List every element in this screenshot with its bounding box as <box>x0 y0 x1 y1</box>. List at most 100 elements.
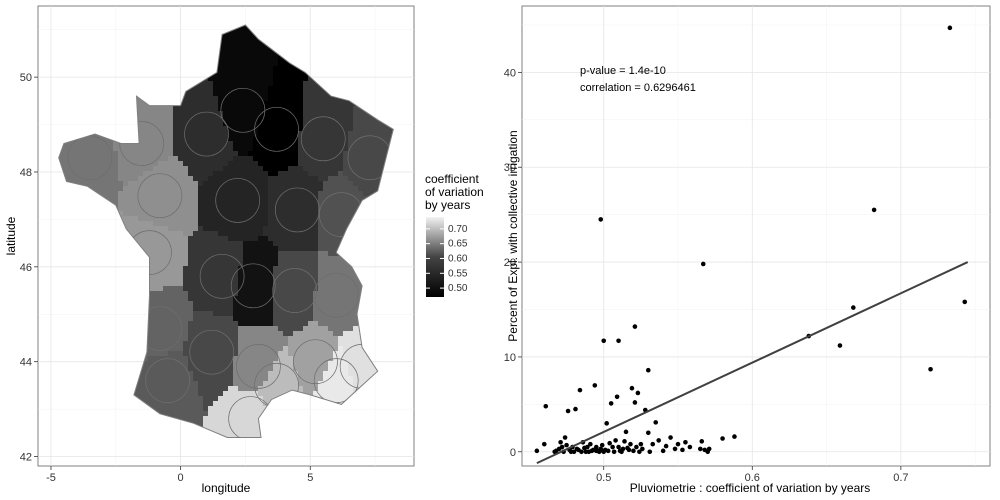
map-region-cell <box>183 251 189 257</box>
map-region-cell <box>263 236 269 242</box>
map-region-cell <box>203 181 209 187</box>
map-region-cell <box>238 361 244 367</box>
map-region-cell <box>233 86 239 92</box>
map-region-cell <box>273 181 279 187</box>
map-region-cell <box>183 131 189 137</box>
map-region-cell <box>288 96 294 102</box>
map-region-cell <box>263 121 269 127</box>
map-region-cell <box>233 366 239 372</box>
map-region-cell <box>273 111 279 117</box>
map-region-cell <box>198 136 204 142</box>
map-region-cell <box>148 201 154 207</box>
map-region-cell <box>223 381 229 387</box>
map-region-cell <box>243 361 249 367</box>
map-region-cell <box>158 151 164 157</box>
map-region-cell <box>143 201 149 207</box>
map-region-cell <box>263 46 269 52</box>
map-region-cell <box>228 96 234 102</box>
map-region-cell <box>158 241 164 247</box>
map-region-cell <box>158 121 164 127</box>
map-region-cell <box>198 296 204 302</box>
map-region-cell <box>298 161 304 167</box>
map-region-cell <box>188 406 194 412</box>
map-region-cell <box>143 126 149 132</box>
map-region-cell <box>278 196 284 202</box>
map-region-cell <box>288 76 294 82</box>
map-region-cell <box>243 281 249 287</box>
map-region-cell <box>273 286 279 292</box>
map-region-cell <box>218 221 224 227</box>
map-region-cell <box>263 341 269 347</box>
map-region-cell <box>253 46 259 52</box>
map-region-cell <box>173 161 179 167</box>
map-region-cell <box>173 176 179 182</box>
map-region-cell <box>98 156 104 162</box>
map-region-cell <box>148 261 154 267</box>
map-region-cell <box>158 196 164 202</box>
map-region-cell <box>298 356 304 362</box>
map-region-cell <box>243 121 249 127</box>
map-region-cell <box>238 31 244 37</box>
map-region-cell <box>268 106 274 112</box>
map-region-cell <box>203 296 209 302</box>
map-region-cell <box>223 286 229 292</box>
map-region-cell <box>258 96 264 102</box>
map-region-cell <box>178 111 184 117</box>
map-region-cell <box>283 96 289 102</box>
map-region-cell <box>153 196 159 202</box>
map-region-cell <box>268 301 274 307</box>
map-region-cell <box>178 156 184 162</box>
map-region-cell <box>283 176 289 182</box>
map-region-cell <box>113 201 119 207</box>
map-region-cell <box>218 391 224 397</box>
map-region-cell <box>218 46 224 52</box>
map-region-cell <box>183 351 189 357</box>
map-region-cell <box>173 276 179 282</box>
map-region-cell <box>303 111 309 117</box>
map-region-cell <box>63 161 69 167</box>
map-region-cell <box>278 181 284 187</box>
map-region-cell <box>223 86 229 92</box>
map-region-cell <box>233 311 239 317</box>
map-region-cell <box>223 196 229 202</box>
map-region-cell <box>203 86 209 92</box>
map-region-cell <box>288 106 294 112</box>
map-region-cell <box>153 366 159 372</box>
map-region-cell <box>168 211 174 217</box>
map-region-cell <box>158 176 164 182</box>
map-region-cell <box>298 186 304 192</box>
map-region-cell <box>283 101 289 107</box>
map-region-cell <box>163 406 169 412</box>
map-region-cell <box>293 186 299 192</box>
map-region-cell <box>178 316 184 322</box>
map-region-cell <box>208 116 214 122</box>
map-region-cell <box>228 351 234 357</box>
map-region-cell <box>288 226 294 232</box>
map-region-cell <box>253 141 259 147</box>
map-region-cell <box>268 396 274 402</box>
map-region-cell <box>148 371 154 377</box>
map-region-cell <box>218 366 224 372</box>
map-region-cell <box>168 311 174 317</box>
map-region-cell <box>73 171 79 177</box>
map-region-cell <box>293 381 299 387</box>
map-region-cell <box>223 141 229 147</box>
map-region-cell <box>243 51 249 57</box>
map-region-cell <box>153 326 159 332</box>
map-region-cell <box>238 401 244 407</box>
map-region-cell <box>108 181 114 187</box>
map-region-cell <box>203 416 209 422</box>
map-region-cell <box>203 341 209 347</box>
map-region-cell <box>163 276 169 282</box>
map-region-cell <box>153 341 159 347</box>
map-region-cell <box>253 426 259 432</box>
map-region-cell <box>223 201 229 207</box>
map-region-cell <box>83 166 89 172</box>
map-region-cell <box>248 236 254 242</box>
map-region-cell <box>283 206 289 212</box>
map-region-cell <box>218 326 224 332</box>
map-region-cell <box>288 196 294 202</box>
map-region-cell <box>258 61 264 67</box>
map-region-cell <box>218 336 224 342</box>
map-region-cell <box>178 376 184 382</box>
